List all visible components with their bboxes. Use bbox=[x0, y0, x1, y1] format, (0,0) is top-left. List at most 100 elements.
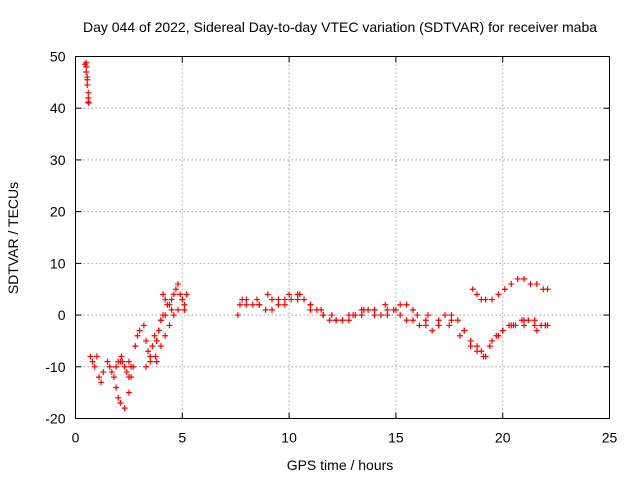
data-point bbox=[164, 301, 171, 308]
data-point bbox=[371, 306, 378, 313]
data-point bbox=[145, 348, 152, 355]
data-point bbox=[236, 301, 243, 308]
data-point bbox=[170, 312, 177, 319]
data-point bbox=[328, 312, 335, 319]
data-point bbox=[446, 322, 453, 329]
data-point bbox=[467, 343, 474, 350]
data-point bbox=[115, 394, 122, 401]
data-point bbox=[183, 291, 190, 298]
data-point bbox=[474, 343, 481, 350]
data-point bbox=[275, 296, 282, 303]
data-point bbox=[153, 358, 160, 365]
data-point bbox=[234, 312, 241, 319]
data-point bbox=[162, 296, 169, 303]
data-point bbox=[108, 368, 115, 375]
data-point bbox=[326, 317, 333, 324]
data-point bbox=[181, 306, 188, 313]
data-point bbox=[527, 281, 534, 288]
data-point bbox=[119, 358, 126, 365]
data-point bbox=[100, 368, 107, 375]
data-point bbox=[87, 353, 94, 360]
data-point bbox=[93, 353, 100, 360]
data-point bbox=[162, 332, 169, 339]
data-point bbox=[521, 322, 528, 329]
data-point bbox=[489, 296, 496, 303]
data-point bbox=[83, 69, 90, 76]
data-point bbox=[482, 296, 489, 303]
data-point bbox=[104, 358, 111, 365]
data-point bbox=[128, 374, 135, 381]
data-point bbox=[409, 306, 416, 313]
data-point bbox=[521, 317, 528, 324]
data-point bbox=[85, 89, 92, 96]
data-point bbox=[486, 343, 493, 350]
data-point bbox=[495, 332, 502, 339]
data-point bbox=[149, 343, 156, 350]
data-point bbox=[448, 312, 455, 319]
x-tick-labels: 0 5 10 15 20 25 bbox=[72, 430, 618, 446]
data-point bbox=[85, 99, 92, 106]
y-tick-label: -20 bbox=[45, 411, 65, 427]
axis-ticks bbox=[75, 56, 610, 419]
chart-title: Day 044 of 2022, Sidereal Day-to-day VTE… bbox=[83, 19, 597, 35]
data-point bbox=[264, 291, 271, 298]
data-point bbox=[429, 327, 436, 334]
data-point bbox=[318, 306, 325, 313]
data-point bbox=[166, 322, 173, 329]
data-point bbox=[262, 306, 269, 313]
data-point bbox=[118, 353, 125, 360]
data-point bbox=[371, 312, 378, 319]
data-point bbox=[175, 306, 182, 313]
data-point bbox=[521, 275, 528, 282]
data-point bbox=[134, 332, 141, 339]
data-point bbox=[307, 306, 314, 313]
data-point bbox=[106, 363, 113, 370]
data-point bbox=[508, 322, 515, 329]
data-point bbox=[142, 337, 149, 344]
data-point bbox=[320, 312, 327, 319]
data-point bbox=[544, 322, 551, 329]
y-tick-label: 10 bbox=[50, 255, 66, 271]
data-point bbox=[179, 296, 186, 303]
data-point bbox=[533, 281, 540, 288]
data-point bbox=[339, 317, 346, 324]
data-point bbox=[121, 363, 128, 370]
data-point bbox=[544, 286, 551, 293]
data-point bbox=[84, 76, 91, 83]
data-point bbox=[157, 317, 164, 324]
data-point bbox=[254, 296, 261, 303]
data-point bbox=[499, 327, 506, 334]
data-point bbox=[307, 301, 314, 308]
data-point bbox=[269, 296, 276, 303]
data-point bbox=[442, 312, 449, 319]
data-point bbox=[467, 337, 474, 344]
data-point bbox=[448, 317, 455, 324]
data-point bbox=[501, 286, 508, 293]
data-point bbox=[478, 348, 485, 355]
x-axis-label: GPS time / hours bbox=[287, 457, 394, 473]
data-point bbox=[533, 327, 540, 334]
data-point bbox=[256, 301, 263, 308]
y-tick-label: -10 bbox=[45, 359, 65, 375]
data-point bbox=[345, 317, 352, 324]
data-point bbox=[288, 296, 295, 303]
data-point bbox=[110, 374, 117, 381]
data-point bbox=[403, 317, 410, 324]
data-point bbox=[132, 343, 139, 350]
data-point bbox=[168, 306, 175, 313]
data-point bbox=[384, 306, 391, 313]
data-point bbox=[275, 301, 282, 308]
data-point bbox=[136, 327, 143, 334]
x-tick-label: 10 bbox=[281, 430, 297, 446]
data-point bbox=[360, 306, 367, 313]
data-point bbox=[514, 275, 521, 282]
x-tick-label: 15 bbox=[388, 430, 404, 446]
y-tick-label: 20 bbox=[50, 204, 66, 220]
data-point bbox=[461, 327, 468, 334]
data-point bbox=[508, 281, 515, 288]
data-point bbox=[121, 405, 128, 412]
data-point bbox=[296, 291, 303, 298]
data-point bbox=[142, 363, 149, 370]
data-point bbox=[474, 291, 481, 298]
